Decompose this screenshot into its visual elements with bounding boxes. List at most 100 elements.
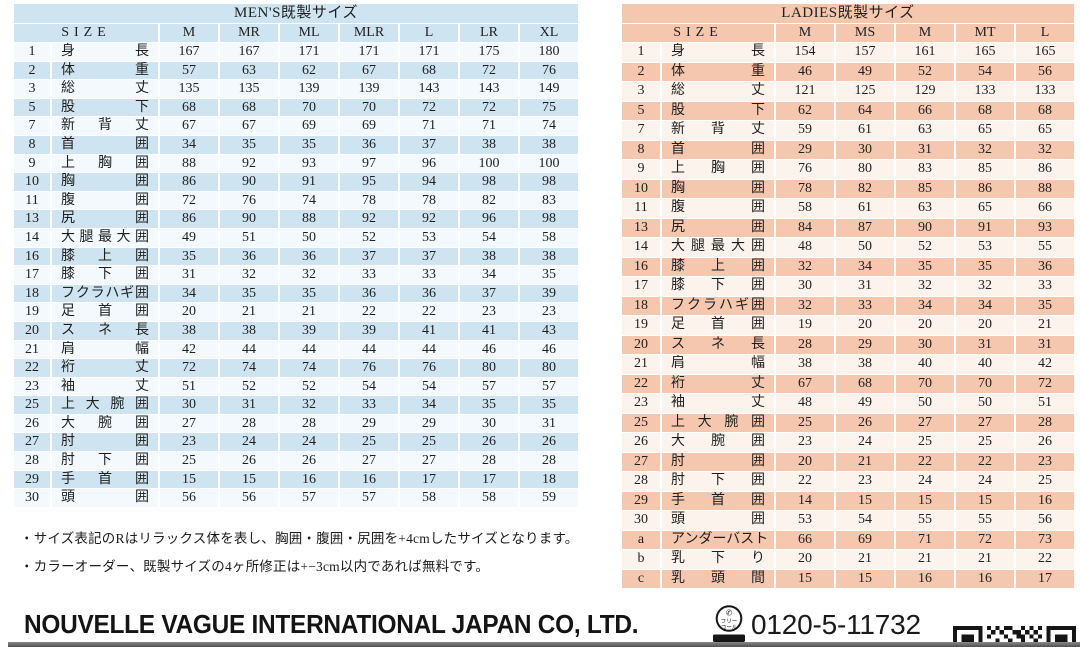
cell-value: 167 [160, 43, 218, 61]
cell-value: 67 [776, 374, 834, 393]
row-number: 3 [622, 82, 660, 101]
cell-value: 17 [400, 470, 458, 489]
cell-value: 24 [220, 433, 278, 452]
cell-value: 74 [280, 359, 338, 377]
cell-value: 35 [220, 284, 278, 303]
cell-value: 15 [160, 470, 218, 489]
row-label: 身長 [662, 43, 774, 62]
row-label: 膝上囲 [52, 247, 158, 266]
cell-value: 143 [460, 80, 518, 98]
cell-value: 26 [1016, 433, 1074, 452]
cell-value: 68 [160, 98, 218, 117]
cell-value: 133 [956, 82, 1014, 101]
cell-value: 149 [520, 80, 578, 98]
row-label: 頭囲 [662, 511, 774, 530]
cell-value: 33 [836, 296, 894, 315]
row-label: 総丈 [662, 82, 774, 101]
table-row: 19 足首囲 20 21 21 22 22 23 23 [14, 303, 578, 321]
handset-glyph: ✆ [726, 609, 733, 618]
cell-value: 42 [160, 340, 218, 359]
cell-value: 34 [400, 396, 458, 414]
table-row: 17 膝下囲 30 31 32 32 33 [622, 277, 1074, 296]
cell-value: 94 [400, 173, 458, 191]
cell-value: 133 [1016, 82, 1074, 101]
cell-value: 180 [520, 43, 578, 61]
cell-value: 26 [220, 452, 278, 470]
cell-value: 57 [280, 489, 338, 507]
cell-value: 74 [220, 359, 278, 377]
cell-value: 21 [836, 550, 894, 569]
row-number: 30 [622, 511, 660, 530]
page-bottom-edge [8, 642, 1080, 647]
cell-value: 22 [776, 472, 834, 491]
cell-value: 68 [836, 374, 894, 393]
row-number: 16 [622, 257, 660, 276]
row-number: 17 [14, 266, 50, 284]
cell-value: 88 [280, 210, 338, 228]
row-label: 股下 [52, 98, 158, 117]
cell-value: 71 [896, 530, 954, 549]
cell-value: 23 [160, 433, 218, 452]
cell-value: 121 [776, 82, 834, 101]
row-label: 首囲 [662, 140, 774, 159]
cell-value: 36 [1016, 257, 1074, 276]
mens_table-column-header: XL [520, 24, 578, 42]
row-label: 膝下囲 [52, 266, 158, 284]
cell-value: 26 [520, 433, 578, 452]
cell-value: 39 [340, 321, 398, 340]
cell-value: 70 [280, 98, 338, 117]
cell-value: 80 [520, 359, 578, 377]
table-row: 20 スネ長 38 38 39 39 41 41 43 [14, 321, 578, 340]
cell-value: 25 [896, 433, 954, 452]
row-number: 19 [622, 316, 660, 335]
table-row: 28 肘下囲 25 26 26 27 27 28 28 [14, 452, 578, 470]
cell-value: 157 [836, 43, 894, 62]
cell-value: 31 [836, 277, 894, 296]
cell-value: 52 [220, 377, 278, 396]
mens-size-table: MEN'S既製サイズ SIZE M MR ML MLR L LR XL 1 身長 167 167 171 1… [12, 3, 580, 508]
row-label: 上大腕囲 [662, 413, 774, 432]
cell-value: 88 [160, 154, 218, 173]
cell-value: 82 [460, 191, 518, 210]
cell-value: 38 [520, 135, 578, 154]
table-row: 20 スネ長 28 29 30 31 31 [622, 335, 1074, 354]
cell-value: 36 [340, 284, 398, 303]
table-row: 9 上胸囲 76 80 83 85 86 [622, 160, 1074, 179]
cell-value: 66 [896, 101, 954, 120]
freecall-badge [713, 634, 745, 642]
cell-value: 171 [400, 43, 458, 61]
cell-value: 64 [836, 101, 894, 120]
cell-value: 100 [460, 154, 518, 173]
cell-value: 62 [280, 61, 338, 80]
row-number: 18 [622, 296, 660, 315]
cell-value: 35 [280, 284, 338, 303]
cell-value: 57 [340, 489, 398, 507]
cell-value: 26 [836, 413, 894, 432]
ladies_table-column-header: L [1016, 24, 1074, 42]
cell-value: 96 [460, 210, 518, 228]
cell-value: 48 [776, 394, 834, 413]
cell-value: 36 [280, 247, 338, 266]
cell-value: 46 [460, 340, 518, 359]
table-row: 21 肩幅 38 38 40 40 42 [622, 355, 1074, 374]
table-row: 1 身長 154 157 161 165 165 [622, 43, 1074, 62]
cell-value: 32 [956, 140, 1014, 159]
cell-value: 98 [520, 173, 578, 191]
cell-value: 70 [340, 98, 398, 117]
cell-value: 15 [220, 470, 278, 489]
cell-value: 83 [896, 160, 954, 179]
row-number: 11 [622, 199, 660, 218]
row-number: 28 [14, 452, 50, 470]
footnotes: ・サイズ表記のRはリラックス体を表し、胸囲・腹囲・尻囲を+4cmしたサイズとなり… [20, 527, 579, 583]
cell-value: 21 [1016, 316, 1074, 335]
cell-value: 80 [836, 160, 894, 179]
cell-value: 22 [896, 452, 954, 471]
cell-value: 91 [956, 218, 1014, 237]
table-row: 22 裄丈 67 68 70 70 72 [622, 374, 1074, 393]
cell-value: 16 [340, 470, 398, 489]
cell-value: 24 [280, 433, 338, 452]
row-label: 上胸囲 [662, 160, 774, 179]
cell-value: 16 [956, 569, 1014, 588]
cell-value: 41 [400, 321, 458, 340]
